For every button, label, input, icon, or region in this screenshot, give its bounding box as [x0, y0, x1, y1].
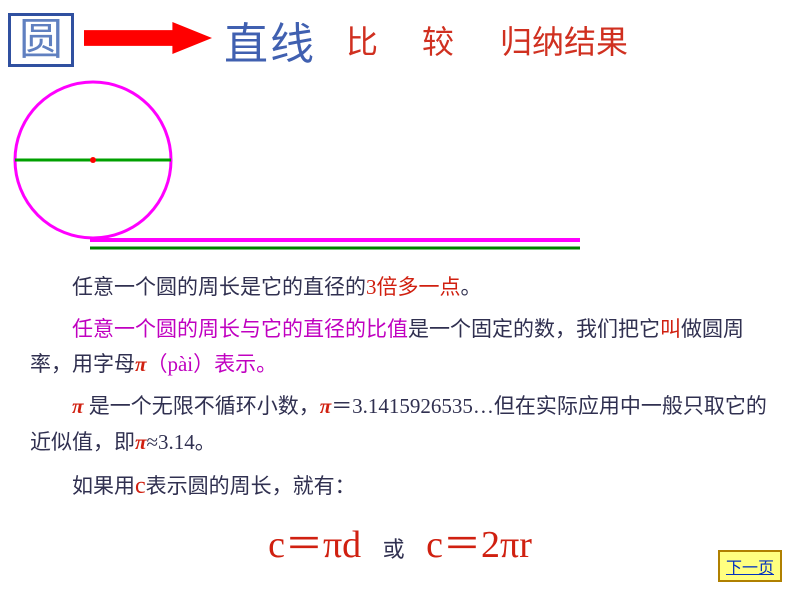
formula-1: c＝πd — [268, 524, 361, 566]
circle-title: 圆 — [8, 13, 74, 67]
p4c: c — [135, 473, 146, 499]
paragraph-2: 任意一个圆的周长与它的直径的比值是一个固定的数，我们把它叫做圆周率，用字母π（p… — [30, 312, 770, 383]
result-title: 归纳结果 — [500, 17, 628, 63]
formula-or: 或 — [383, 537, 405, 562]
p4a: 如果用 — [72, 474, 135, 498]
pi-symbol-2: π — [72, 394, 83, 418]
pi-symbol-1: π — [135, 352, 146, 376]
p1a: 任意一个圆的周长是它的直径的 — [72, 275, 366, 299]
diagram-area — [0, 80, 800, 260]
formula-2: c＝2πr — [426, 524, 532, 566]
p4b: 表示圆的周长，就有： — [146, 474, 356, 498]
formula-line: c＝πd 或 c＝2πr — [30, 513, 770, 578]
p3c: ≈3.14。 — [146, 430, 215, 454]
paragraph-1: 任意一个圆的周长是它的直径的3倍多一点。 — [30, 270, 770, 306]
pi-symbol-4: π — [135, 430, 146, 454]
p2e: （pài）表示。 — [146, 352, 277, 376]
p2b: 是一个固定的数，我们把它 — [408, 317, 660, 341]
paragraph-3: π 是一个无限不循环小数，π＝3.1415926535…但在实际应用中一般只取它… — [30, 389, 770, 460]
p3a: 是一个无限不循环小数， — [89, 394, 320, 418]
p1c: 。 — [461, 275, 482, 299]
pi-symbol-3: π — [320, 394, 331, 418]
compare-title: 比 较 — [346, 17, 472, 63]
body-text: 任意一个圆的周长是它的直径的3倍多一点。 任意一个圆的周长与它的直径的比值是一个… — [0, 260, 800, 578]
line-title: 直线 — [224, 8, 316, 72]
header-row: 圆 直线 比 较 归纳结果 — [0, 0, 800, 72]
p2a: 任意一个圆的周长与它的直径的比值 — [72, 317, 408, 341]
next-page-button[interactable]: 下一页 — [718, 550, 782, 582]
p1b: 3倍多一点 — [366, 275, 461, 299]
p2c: 叫 — [660, 317, 681, 341]
arrow-icon — [84, 20, 214, 61]
paragraph-4: 如果用c表示圆的周长，就有： — [30, 466, 770, 507]
